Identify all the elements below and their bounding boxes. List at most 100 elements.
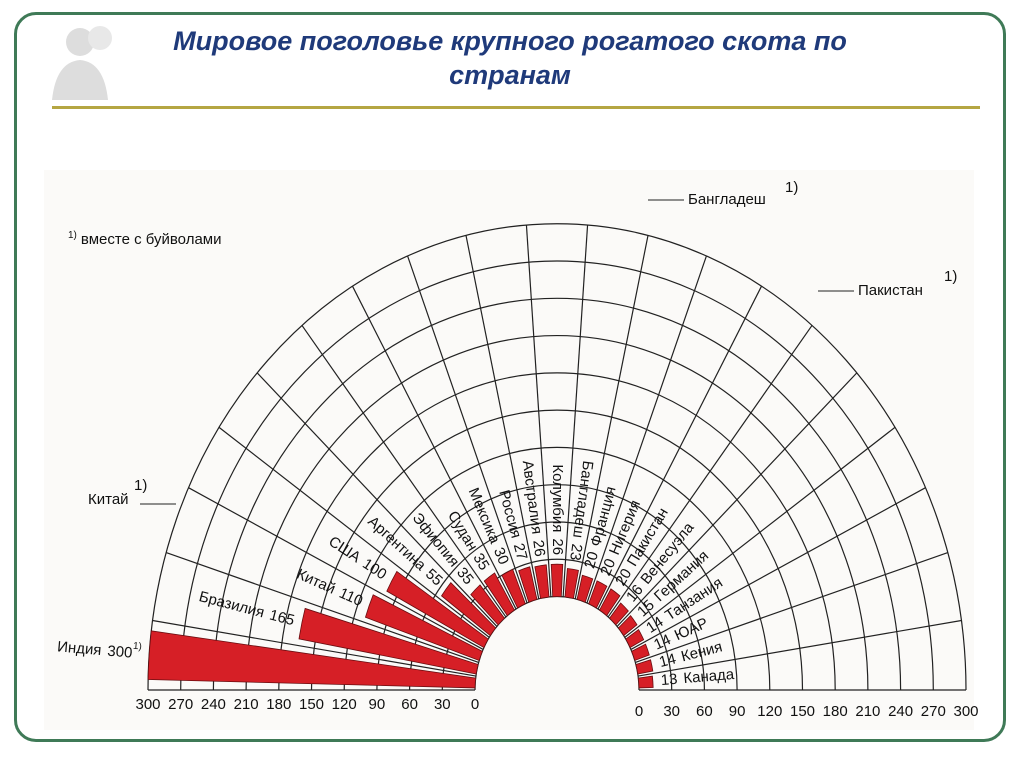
bar xyxy=(637,675,654,689)
bar xyxy=(550,563,564,598)
r-tick-label: 270 xyxy=(168,696,193,713)
grid-ring xyxy=(180,260,934,691)
value-label: 30 xyxy=(490,545,512,567)
radial-line xyxy=(562,225,589,597)
outer-label: Бангладеш 1) xyxy=(648,179,798,208)
r-tick-label: 300 xyxy=(953,703,978,720)
bar xyxy=(588,580,608,609)
value-label: 13 xyxy=(660,671,678,689)
radial-line xyxy=(351,285,517,610)
r-tick-label: 240 xyxy=(201,696,226,713)
bar xyxy=(617,614,638,637)
bar xyxy=(534,564,550,599)
radial-line xyxy=(616,372,858,627)
value-label: 35 xyxy=(469,550,492,573)
r-tick-label: 210 xyxy=(855,703,880,720)
svg-text:Китай: Китай xyxy=(88,491,129,508)
bar xyxy=(609,602,629,626)
bar-label: 13 Канада xyxy=(660,666,735,689)
bar xyxy=(518,566,538,603)
grid-ring xyxy=(147,223,967,691)
category-label: Канада xyxy=(683,666,736,687)
radial-line xyxy=(407,255,528,604)
bar xyxy=(564,568,579,599)
value-label: 20 xyxy=(581,550,602,571)
bar xyxy=(147,630,477,689)
value-label: 26 xyxy=(549,538,566,555)
bar xyxy=(441,582,497,637)
svg-text:1): 1) xyxy=(944,268,957,285)
radial-line xyxy=(607,325,813,618)
r-tick-label: 300 xyxy=(135,696,160,713)
r-tick-label: 120 xyxy=(332,696,357,713)
grid-ring xyxy=(310,409,804,691)
bar xyxy=(576,574,594,603)
value-label: 16 xyxy=(623,582,647,606)
r-tick-label: 0 xyxy=(635,703,643,720)
r-tick-label: 150 xyxy=(790,703,815,720)
value-label: 165 xyxy=(268,607,297,630)
r-tick-label: 180 xyxy=(266,696,291,713)
value-label: 35 xyxy=(453,564,477,588)
value-label: 14 xyxy=(643,613,666,636)
svg-text:1): 1) xyxy=(134,477,147,494)
value-label: 20 xyxy=(612,566,635,589)
r-tick-label: 30 xyxy=(663,703,680,720)
radial-line xyxy=(256,372,498,627)
bar xyxy=(599,588,621,617)
bar xyxy=(625,629,645,649)
radial-line xyxy=(165,552,479,664)
radial-line xyxy=(624,426,896,638)
radial-line xyxy=(637,619,962,677)
outer-label: Пакистан 1) xyxy=(818,268,957,299)
grid-ring xyxy=(245,334,869,691)
r-tick-label: 270 xyxy=(921,703,946,720)
category-label: Индия xyxy=(57,638,103,659)
bar-label: Индия 3001) xyxy=(57,634,143,662)
radial-line xyxy=(188,487,484,650)
value-label: 23 xyxy=(566,543,585,562)
grid xyxy=(147,223,967,691)
bar xyxy=(298,607,479,675)
r-tick-label: 150 xyxy=(299,696,324,713)
radial-line xyxy=(586,255,707,604)
grid-ring xyxy=(212,297,902,691)
radial-line xyxy=(597,285,763,610)
grid-ring xyxy=(278,372,836,691)
slide-title: Мировое поголовье крупного рогатого скот… xyxy=(173,26,847,90)
value-label: 27 xyxy=(510,541,531,562)
svg-text:Пакистан: Пакистан xyxy=(858,282,923,299)
r-tick-label: 30 xyxy=(434,696,451,713)
radial-line xyxy=(465,235,540,599)
radial-line xyxy=(630,487,926,650)
radial-line xyxy=(635,552,949,664)
bar xyxy=(631,643,650,661)
r-tick-label: 0 xyxy=(471,696,479,713)
title-rule xyxy=(52,106,980,109)
bar xyxy=(483,572,515,617)
bar xyxy=(470,584,505,626)
radial-line xyxy=(525,225,552,597)
bar-label: Колумбия 26 xyxy=(549,464,566,555)
radial-line xyxy=(574,235,649,599)
svg-text:1): 1) xyxy=(785,179,798,196)
radial-line xyxy=(152,619,477,677)
outer-label: Китай 1) xyxy=(88,477,176,508)
value-label: 26 xyxy=(529,539,548,558)
grid-ring xyxy=(343,446,771,691)
value-label: 20 xyxy=(597,556,619,578)
bar xyxy=(364,594,483,661)
r-tick-label: 60 xyxy=(696,703,713,720)
presenter-icon xyxy=(52,26,112,100)
radial-line xyxy=(301,325,507,618)
value-label: 14 xyxy=(657,650,677,671)
r-tick-label: 180 xyxy=(823,703,848,720)
r-tick-label: 210 xyxy=(234,696,259,713)
r-tick-label: 240 xyxy=(888,703,913,720)
r-tick-label: 120 xyxy=(757,703,782,720)
r-tick-label: 90 xyxy=(369,696,386,713)
footnote: 1) вместе с буйволами xyxy=(68,230,221,248)
bar xyxy=(386,570,489,649)
